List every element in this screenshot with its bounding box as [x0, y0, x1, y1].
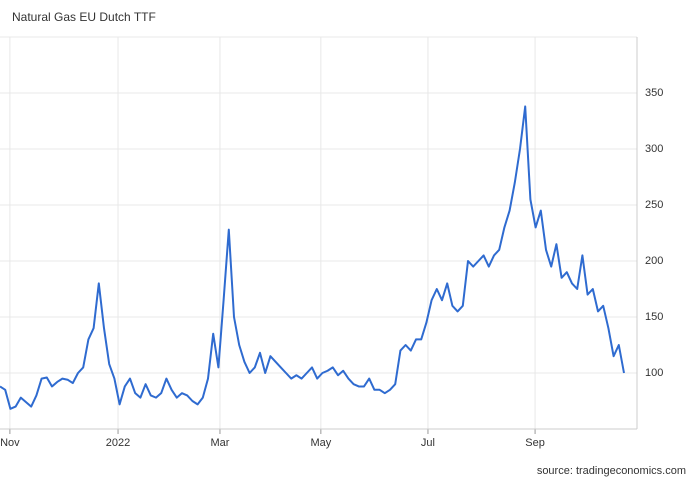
- y-tick-label: 150: [645, 311, 663, 323]
- y-tick-label: 200: [645, 255, 663, 267]
- y-tick-label: 100: [645, 367, 663, 379]
- y-tick-label: 300: [645, 143, 663, 155]
- data-line: [0, 105, 625, 410]
- y-tick-label: 250: [645, 199, 663, 211]
- x-tick-label: Mar: [210, 437, 229, 449]
- chart-title: Natural Gas EU Dutch TTF: [12, 10, 156, 24]
- source: source: tradingeconomics.com: [537, 465, 686, 477]
- x-tick-label: 2022: [106, 437, 130, 449]
- x-tick-label: Nov: [0, 437, 20, 449]
- x-tick-label: Sep: [525, 437, 545, 449]
- x-tick-label: Jul: [421, 437, 435, 449]
- y-tick-label: 350: [645, 87, 663, 99]
- x-tick-label: May: [310, 437, 331, 449]
